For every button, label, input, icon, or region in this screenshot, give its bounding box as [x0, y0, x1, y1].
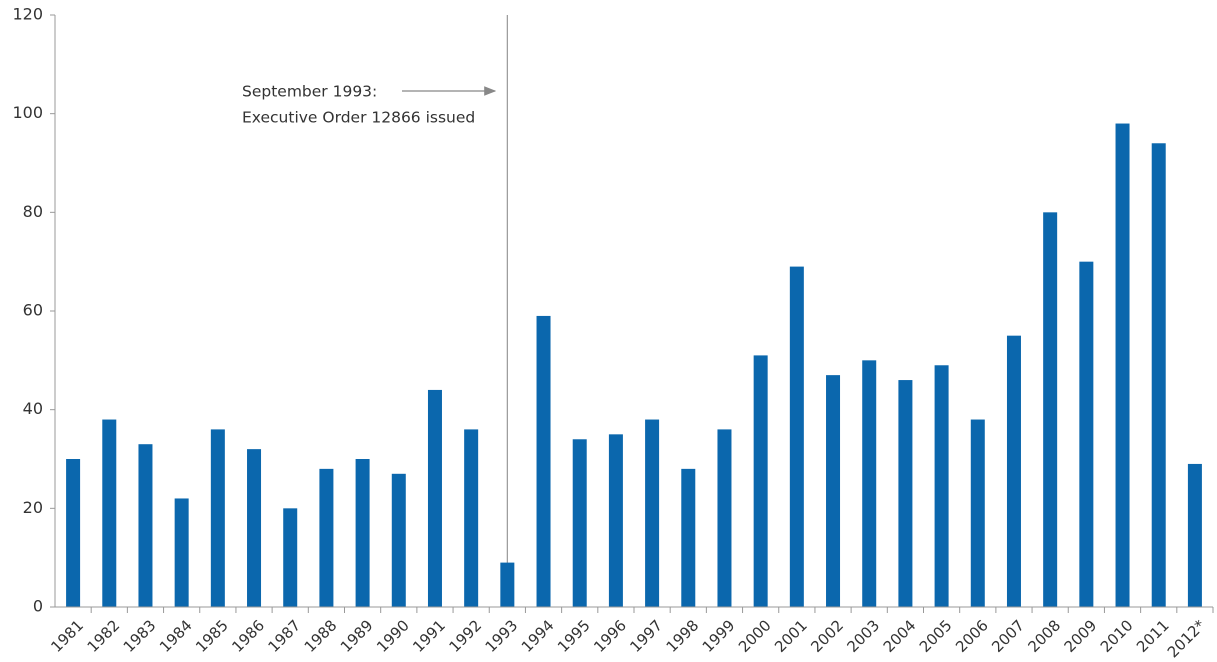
x-tick-label: 2005	[916, 616, 956, 656]
x-tick-label: 1996	[590, 616, 630, 656]
x-tick-label: 2008	[1024, 616, 1064, 656]
x-tick-label: 2006	[952, 616, 992, 656]
x-tick-label: 1999	[699, 616, 739, 656]
bar	[717, 429, 732, 607]
bar	[826, 375, 841, 607]
bar	[572, 439, 587, 607]
x-tick-label: 2001	[771, 616, 811, 656]
x-tick-label: 2012*	[1164, 616, 1209, 661]
bar	[355, 459, 370, 607]
y-tick-label: 100	[12, 103, 43, 122]
y-tick-label: 20	[23, 498, 43, 517]
bar	[753, 355, 768, 607]
bar	[608, 434, 623, 607]
bar	[283, 508, 298, 607]
x-tick-label: 1991	[409, 616, 449, 656]
x-tick-label: 1983	[120, 616, 160, 656]
bar	[464, 429, 479, 607]
bar	[645, 419, 660, 607]
x-tick-label: 2009	[1061, 616, 1101, 656]
bar	[1006, 335, 1021, 607]
x-tick-label: 2007	[988, 616, 1028, 656]
bar	[1043, 212, 1058, 608]
bar	[174, 498, 189, 607]
bar	[427, 389, 442, 607]
bar	[1151, 143, 1166, 607]
x-tick-label: 1994	[518, 616, 558, 656]
bar	[102, 419, 117, 607]
x-tick-label: 1986	[228, 616, 268, 656]
x-tick-label: 2002	[807, 616, 847, 656]
x-tick-label: 1981	[47, 616, 87, 656]
x-tick-label: 1998	[663, 616, 703, 656]
annotation-line: Executive Order 12866 issued	[242, 109, 475, 127]
bar	[1079, 261, 1094, 607]
x-tick-label: 1982	[84, 616, 124, 656]
bar	[138, 444, 153, 607]
bar	[898, 380, 913, 607]
x-tick-label: 1995	[554, 616, 594, 656]
bar	[391, 473, 406, 607]
bar	[247, 449, 262, 607]
x-tick-label: 2004	[880, 616, 920, 656]
bar	[789, 266, 804, 607]
x-tick-label: 1993	[482, 616, 522, 656]
y-tick-label: 120	[12, 5, 43, 24]
bar	[970, 419, 985, 607]
x-tick-label: 1985	[192, 616, 232, 656]
bar	[681, 468, 696, 607]
bar	[319, 468, 334, 607]
bar	[934, 365, 949, 607]
bar	[1187, 463, 1202, 607]
bar	[66, 459, 81, 607]
y-tick-label: 60	[23, 301, 43, 320]
bar	[862, 360, 877, 607]
x-tick-label: 2003	[843, 616, 883, 656]
x-tick-label: 1997	[626, 616, 666, 656]
x-tick-label: 1989	[337, 616, 377, 656]
y-tick-label: 80	[23, 202, 43, 221]
x-tick-label: 2000	[735, 616, 775, 656]
x-tick-label: 1992	[445, 616, 485, 656]
annotation-line: September 1993:	[242, 83, 377, 101]
bar	[210, 429, 225, 607]
x-tick-label: 1984	[156, 616, 196, 656]
bar	[536, 315, 551, 607]
x-tick-label: 1987	[264, 616, 304, 656]
bar	[1115, 123, 1130, 608]
x-tick-label: 1990	[373, 616, 413, 656]
y-tick-label: 0	[33, 597, 43, 616]
x-tick-label: 1988	[301, 616, 341, 656]
y-tick-label: 40	[23, 399, 43, 418]
bar	[500, 562, 515, 607]
x-tick-label: 2010	[1097, 616, 1137, 656]
